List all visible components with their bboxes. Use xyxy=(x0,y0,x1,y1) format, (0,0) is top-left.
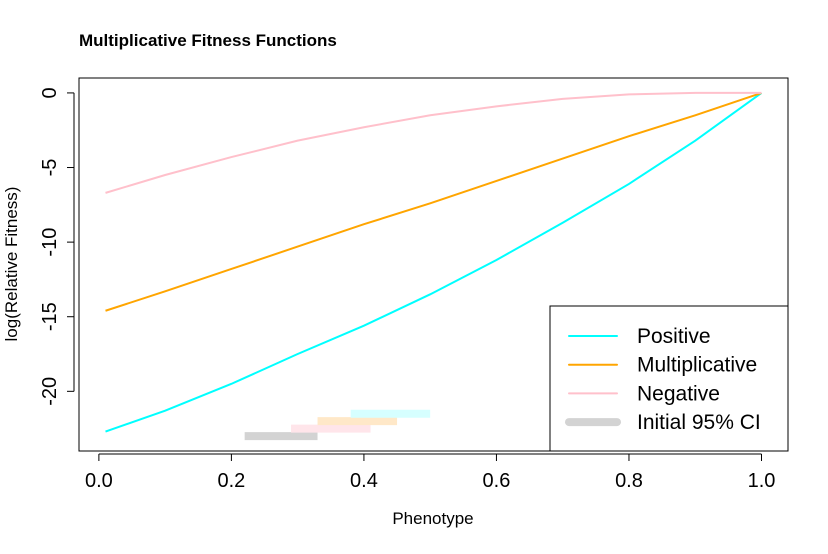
x-axis: 0.0 0.2 0.4 0.6 0.8 1.0 xyxy=(85,453,776,492)
y-tick-label: 0 xyxy=(39,87,61,98)
legend-label: Negative xyxy=(637,382,720,405)
y-axis: 0 -5 -10 -15 -20 xyxy=(39,87,75,406)
y-tick-label: -5 xyxy=(39,159,61,177)
y-tick-label: -10 xyxy=(39,228,61,257)
x-tick-label: 0.0 xyxy=(85,470,113,492)
y-tick-label: -20 xyxy=(39,377,61,406)
ci-bars xyxy=(244,409,431,441)
x-tick-label: 0.6 xyxy=(483,470,511,492)
series-line-multiplicative xyxy=(105,91,762,312)
x-tick-label: 0.2 xyxy=(217,470,245,492)
series-line-negative xyxy=(105,91,762,194)
legend-label: Multiplicative xyxy=(637,354,757,377)
y-tick-label: -15 xyxy=(39,302,61,331)
legend: Positive Multiplicative Negative Initial 95… xyxy=(549,305,789,452)
x-tick-label: 0.4 xyxy=(350,470,378,492)
series-lines xyxy=(105,91,763,433)
chart-title: Multiplicative Fitness Functions xyxy=(79,31,337,50)
x-axis-label: Phenotype xyxy=(392,509,473,528)
x-tick-label: 1.0 xyxy=(748,470,776,492)
series-line-positive xyxy=(105,92,763,433)
legend-label: Positive xyxy=(637,325,711,348)
x-tick-label: 0.8 xyxy=(615,470,643,492)
plot-frame xyxy=(78,77,789,452)
legend-box xyxy=(549,305,789,452)
y-axis-label: log(Relative Fitness) xyxy=(2,187,21,342)
legend-label: Initial 95% CI xyxy=(637,411,761,434)
